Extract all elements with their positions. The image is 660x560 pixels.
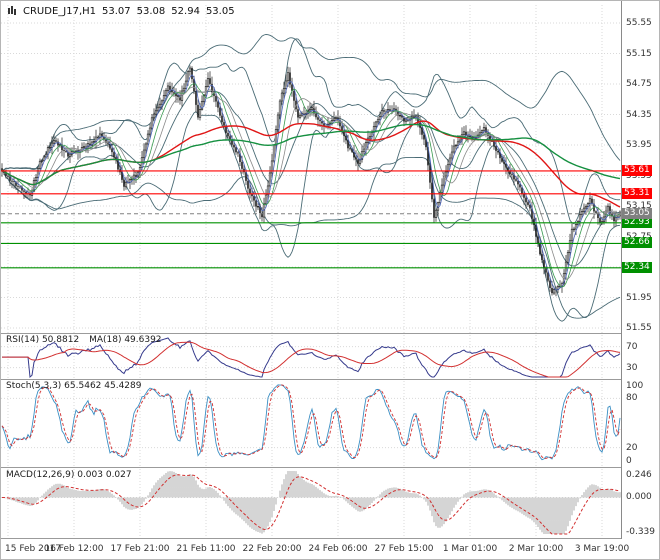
- time-axis[interactable]: 15 Feb 2017 16 Feb 12:00 17 Feb 21:00 21 Fe…: [1, 539, 659, 559]
- rsi-ma-value-label: MA(18) 49.6392: [89, 335, 162, 345]
- axis-label: 20: [626, 443, 638, 453]
- panel-divider: [1, 467, 659, 468]
- axis-label: 53.55: [626, 171, 652, 181]
- axis-label: 54.75: [626, 79, 652, 89]
- axis-label: 53.15: [626, 201, 652, 211]
- time-axis-label: 2 Mar 10:00: [508, 544, 564, 554]
- time-axis-label: 22 Feb 20:00: [242, 544, 302, 554]
- axis-label: 80: [626, 393, 638, 403]
- time-axis-label: 1 Mar 01:00: [442, 544, 498, 554]
- ohlc-high: 53.08: [136, 6, 166, 17]
- axis-label: 0: [626, 456, 632, 466]
- time-axis-label: 21 Feb 11:00: [176, 544, 236, 554]
- panel-divider: [1, 333, 659, 334]
- axis-label: -0.339: [626, 527, 656, 537]
- axis-label: 55.55: [626, 18, 652, 28]
- panel-divider: [1, 379, 659, 380]
- axis-label: 0.246: [626, 470, 652, 480]
- ohlc-open: 53.07: [102, 6, 131, 17]
- stoch-panel-label: Stoch(5,3,3) 65.5462 45.4289: [6, 381, 142, 391]
- axis-label: 0.000: [626, 492, 652, 502]
- axis-label: 51.95: [626, 293, 652, 303]
- axis-label: 100: [626, 381, 644, 391]
- axis-label: 51.55: [626, 323, 652, 333]
- time-axis-label: 16 Feb 12:00: [44, 544, 104, 554]
- price-axis[interactable]: 55.5555.1554.7554.3553.9553.5553.1552.75…: [621, 1, 659, 539]
- candlestick-icon: [7, 6, 17, 17]
- panel-divider: [1, 538, 659, 539]
- current-price-label: 53.05: [622, 208, 652, 219]
- price-level-label: 53.61: [622, 165, 652, 176]
- time-axis-label: 3 Mar 19:00: [574, 544, 630, 554]
- ohlc-close: 53.05: [205, 6, 235, 17]
- price-level-label: 52.93: [622, 217, 652, 228]
- axis-label: 30: [626, 363, 638, 373]
- price-level-label: 53.31: [622, 188, 652, 199]
- chart-header: CRUDE_J17,H1 53.07 53.08 52.94 53.05: [7, 6, 235, 17]
- time-axis-label: 24 Feb 06:00: [308, 544, 368, 554]
- time-axis-label: 17 Feb 21:00: [110, 544, 170, 554]
- axis-label: 54.35: [626, 110, 652, 120]
- axis-label: 70: [626, 342, 638, 352]
- chart-canvas[interactable]: [1, 1, 621, 560]
- rsi-value-label: RSI(14) 50.8812: [6, 335, 80, 345]
- price-level-label: 52.34: [622, 262, 652, 273]
- symbol-period-label: CRUDE_J17,H1: [23, 6, 97, 17]
- price-level-label: 52.66: [622, 237, 652, 248]
- rsi-panel-label: RSI(14) 50.8812 MA(18) 49.6392: [6, 335, 162, 345]
- time-axis-label: 27 Feb 15:00: [374, 544, 434, 554]
- axis-label: 53.95: [626, 140, 652, 150]
- ohlc-low: 52.94: [171, 6, 200, 17]
- macd-panel-label: MACD(12,26,9) 0.003 0.027: [6, 470, 132, 480]
- axis-label: 55.15: [626, 49, 652, 59]
- time-axis-label: 15 Feb 2017: [5, 544, 62, 554]
